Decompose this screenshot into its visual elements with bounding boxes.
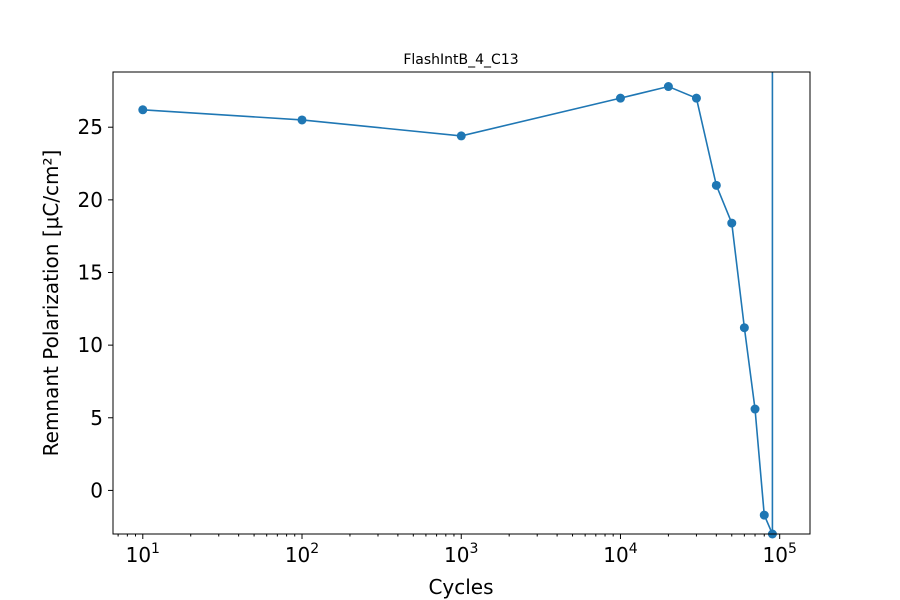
y-tick-label: 0: [90, 478, 103, 502]
y-axis-label: Remnant Polarization [μC/cm²]: [39, 150, 63, 457]
data-point: [750, 404, 760, 414]
x-tick-label: 104: [603, 541, 637, 567]
x-tick-label: 101: [126, 541, 160, 567]
plot-area: [138, 72, 777, 539]
x-axis-label: Cycles: [428, 575, 493, 599]
data-point: [456, 131, 466, 141]
y-tick-label: 20: [78, 188, 103, 212]
y-tick-label: 5: [90, 406, 103, 430]
data-point: [711, 180, 721, 190]
data-point: [691, 93, 701, 103]
chart-title: FlashIntB_4_C13: [403, 52, 518, 68]
series-line: [142, 72, 774, 534]
y-tick-label: 25: [78, 115, 103, 139]
data-point: [615, 93, 625, 103]
data-point: [663, 82, 673, 92]
y-tick-label: 15: [78, 260, 103, 284]
y-tick-label: 10: [78, 333, 103, 357]
data-point: [727, 218, 737, 228]
x-tick-label: 105: [763, 541, 797, 567]
data-point: [138, 105, 148, 115]
x-tick-label: 102: [285, 541, 319, 567]
y-axis: 0 5 10 15 20 25: [78, 115, 113, 502]
data-point: [297, 115, 307, 125]
x-tick-label: 103: [444, 541, 478, 567]
data-point: [759, 510, 769, 520]
data-point: [739, 323, 749, 333]
plot-frame: [112, 71, 811, 535]
x-axis: 101 102 103 104 105: [117, 534, 797, 567]
